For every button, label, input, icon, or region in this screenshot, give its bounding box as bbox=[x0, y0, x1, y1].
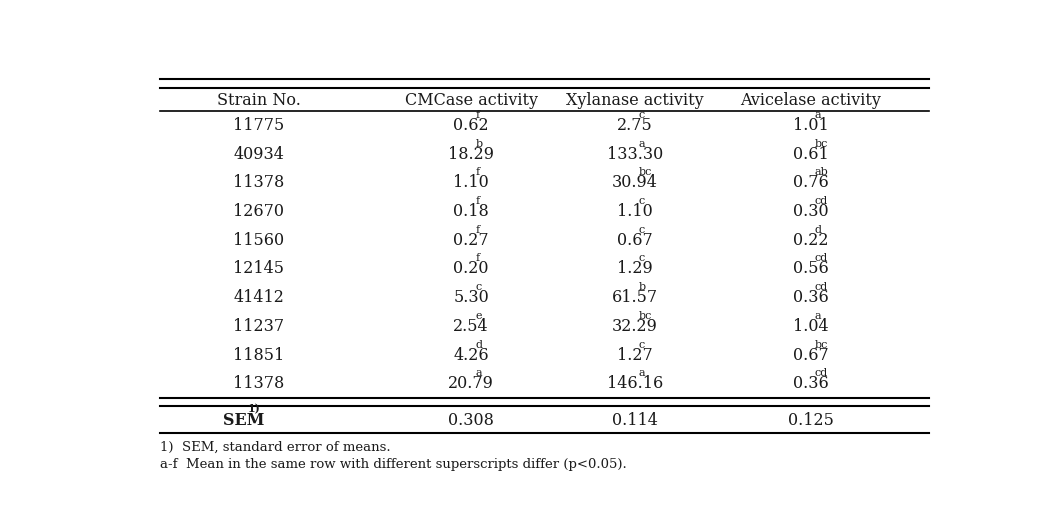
Text: 11237: 11237 bbox=[233, 318, 284, 335]
Text: 0.27: 0.27 bbox=[454, 232, 490, 249]
Text: 1.29: 1.29 bbox=[617, 261, 653, 277]
Text: 61.57: 61.57 bbox=[612, 289, 657, 306]
Text: a: a bbox=[639, 139, 646, 148]
Text: 20.79: 20.79 bbox=[448, 375, 494, 392]
Text: 0.62: 0.62 bbox=[454, 117, 490, 134]
Text: 0.67: 0.67 bbox=[792, 346, 828, 364]
Text: 2.75: 2.75 bbox=[617, 117, 653, 134]
Text: 0.36: 0.36 bbox=[792, 375, 828, 392]
Text: f: f bbox=[476, 253, 479, 263]
Text: Strain No.: Strain No. bbox=[216, 91, 301, 109]
Text: c: c bbox=[639, 339, 645, 350]
Text: f: f bbox=[476, 225, 479, 235]
Text: 32.29: 32.29 bbox=[612, 318, 657, 335]
Text: bc: bc bbox=[814, 339, 828, 350]
Text: 0.67: 0.67 bbox=[617, 232, 653, 249]
Text: f: f bbox=[476, 167, 479, 177]
Text: 1): 1) bbox=[248, 403, 261, 415]
Text: 4.26: 4.26 bbox=[454, 346, 490, 364]
Text: 2.54: 2.54 bbox=[454, 318, 490, 335]
Text: a-f  Mean in the same row with different superscripts differ (p<0.05).: a-f Mean in the same row with different … bbox=[160, 458, 628, 471]
Text: 1.10: 1.10 bbox=[617, 203, 653, 220]
Text: Avicelase activity: Avicelase activity bbox=[740, 91, 881, 109]
Text: 11378: 11378 bbox=[233, 174, 284, 192]
Text: b: b bbox=[476, 139, 482, 148]
Text: f: f bbox=[476, 110, 479, 120]
Text: ab: ab bbox=[814, 167, 828, 177]
Text: a: a bbox=[476, 368, 482, 378]
Text: 0.18: 0.18 bbox=[454, 203, 490, 220]
Text: 0.22: 0.22 bbox=[792, 232, 828, 249]
Text: 12145: 12145 bbox=[233, 261, 284, 277]
Text: c: c bbox=[639, 253, 645, 263]
Text: 5.30: 5.30 bbox=[454, 289, 490, 306]
Text: 0.308: 0.308 bbox=[448, 411, 494, 429]
Text: 0.114: 0.114 bbox=[612, 411, 657, 429]
Text: c: c bbox=[639, 196, 645, 206]
Text: c: c bbox=[476, 282, 481, 292]
Text: Xylanase activity: Xylanase activity bbox=[565, 91, 704, 109]
Text: 11851: 11851 bbox=[233, 346, 284, 364]
Text: d: d bbox=[476, 339, 482, 350]
Text: a: a bbox=[639, 368, 646, 378]
Text: 18.29: 18.29 bbox=[448, 146, 494, 163]
Text: cd: cd bbox=[814, 368, 828, 378]
Text: 0.56: 0.56 bbox=[792, 261, 828, 277]
Text: 40934: 40934 bbox=[233, 146, 284, 163]
Text: 0.30: 0.30 bbox=[792, 203, 828, 220]
Text: b: b bbox=[639, 282, 646, 292]
Text: 1.27: 1.27 bbox=[617, 346, 653, 364]
Text: 30.94: 30.94 bbox=[612, 174, 657, 192]
Text: 146.16: 146.16 bbox=[607, 375, 663, 392]
Text: f: f bbox=[476, 196, 479, 206]
Text: 133.30: 133.30 bbox=[607, 146, 663, 163]
Text: bc: bc bbox=[639, 167, 652, 177]
Text: a: a bbox=[814, 311, 821, 321]
Text: 1.01: 1.01 bbox=[792, 117, 828, 134]
Text: CMCase activity: CMCase activity bbox=[405, 91, 538, 109]
Text: 11775: 11775 bbox=[233, 117, 284, 134]
Text: 1)  SEM, standard error of means.: 1) SEM, standard error of means. bbox=[160, 440, 391, 453]
Text: bc: bc bbox=[639, 311, 652, 321]
Text: a: a bbox=[814, 110, 821, 120]
Text: 0.76: 0.76 bbox=[792, 174, 828, 192]
Text: 0.36: 0.36 bbox=[792, 289, 828, 306]
Text: 0.61: 0.61 bbox=[792, 146, 828, 163]
Text: c: c bbox=[639, 225, 645, 235]
Text: c: c bbox=[639, 110, 645, 120]
Text: 12670: 12670 bbox=[233, 203, 284, 220]
Text: bc: bc bbox=[814, 139, 828, 148]
Text: cd: cd bbox=[814, 282, 828, 292]
Text: SEM: SEM bbox=[224, 411, 265, 429]
Text: 1.04: 1.04 bbox=[792, 318, 828, 335]
Text: 0.20: 0.20 bbox=[454, 261, 488, 277]
Text: 0.125: 0.125 bbox=[788, 411, 833, 429]
Text: e: e bbox=[476, 311, 482, 321]
Text: 11378: 11378 bbox=[233, 375, 284, 392]
Text: 1.10: 1.10 bbox=[454, 174, 490, 192]
Text: cd: cd bbox=[814, 196, 828, 206]
Text: 11560: 11560 bbox=[233, 232, 284, 249]
Text: 41412: 41412 bbox=[233, 289, 284, 306]
Text: cd: cd bbox=[814, 253, 828, 263]
Text: d: d bbox=[814, 225, 822, 235]
